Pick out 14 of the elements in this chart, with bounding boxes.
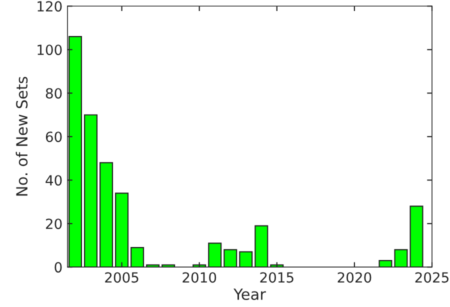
- y-tick-label: 100: [38, 44, 62, 56]
- y-tick-label: 60: [46, 132, 62, 142]
- x-tick-label: 2025: [415, 272, 448, 283]
- y-tick-label: 40: [46, 175, 62, 186]
- x-tick-label: 2005: [105, 272, 138, 283]
- y-axis-title: No. of New Sets: [16, 76, 28, 196]
- y-tick-label: 0: [54, 262, 62, 273]
- y-tick-label: 80: [46, 88, 62, 99]
- y-tick-label: 20: [46, 218, 62, 230]
- x-axis-title: Year: [234, 288, 266, 300]
- x-tick-label: 2010: [182, 272, 216, 283]
- y-tick-label: 120: [38, 1, 62, 12]
- x-tick-label: 2020: [338, 272, 372, 283]
- x-tick-label: 2015: [260, 272, 294, 283]
